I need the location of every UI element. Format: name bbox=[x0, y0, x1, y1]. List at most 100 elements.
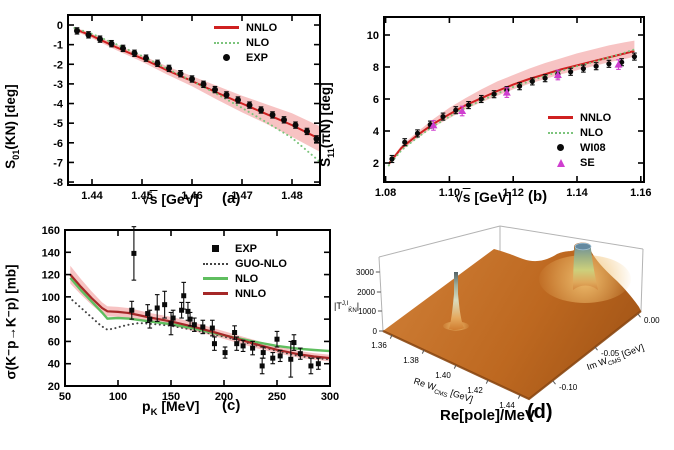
legend-label: EXP bbox=[235, 242, 258, 255]
panel-c-xlabel: pK [MeV] bbox=[142, 398, 200, 418]
legend-label: NNLO bbox=[246, 21, 278, 34]
svg-text:200: 200 bbox=[215, 391, 233, 403]
legend-label: NNLO bbox=[235, 287, 267, 300]
svg-text:2000: 2000 bbox=[357, 288, 375, 297]
panel-b-xlabel: √s [GeV] bbox=[455, 189, 512, 205]
svg-text:1.44: 1.44 bbox=[499, 401, 515, 410]
svg-text:1.10: 1.10 bbox=[439, 187, 460, 199]
legend-circle-swatch bbox=[547, 144, 574, 151]
panel-d-letter: (d) bbox=[527, 401, 553, 423]
legend-item-nnlo: NNLO bbox=[547, 110, 611, 125]
legend-item-exp: EXP bbox=[213, 50, 277, 65]
panel-b-plot: 1.08 1.10 1.12 1.14 1.16 2 4 6 8 10 bbox=[367, 16, 652, 199]
svg-text:1.40: 1.40 bbox=[435, 371, 451, 380]
svg-text:40: 40 bbox=[48, 359, 60, 371]
panel-c-legend: EXP GUO-NLO NLO NNLO bbox=[202, 241, 287, 301]
svg-text:-2: -2 bbox=[53, 59, 63, 71]
svg-text:80: 80 bbox=[48, 314, 60, 326]
svg-text:-3: -3 bbox=[53, 79, 63, 91]
svg-text:1.44: 1.44 bbox=[81, 190, 103, 202]
svg-text:8: 8 bbox=[373, 62, 379, 74]
legend-label: NLO bbox=[235, 272, 259, 285]
svg-text:1.38: 1.38 bbox=[403, 356, 419, 365]
legend-label: NNLO bbox=[580, 111, 612, 124]
svg-text:0.00: 0.00 bbox=[644, 316, 660, 325]
svg-text:-5: -5 bbox=[53, 118, 63, 130]
svg-text:4: 4 bbox=[373, 126, 380, 138]
legend-item-exp: EXP bbox=[202, 241, 287, 256]
legend-label: WI08 bbox=[580, 141, 606, 154]
legend-label: SE bbox=[580, 156, 595, 169]
svg-text:1.08: 1.08 bbox=[375, 187, 396, 199]
svg-text:-8: -8 bbox=[53, 177, 63, 189]
svg-text:-0.10: -0.10 bbox=[559, 383, 578, 392]
legend-item-nlo: NLO bbox=[213, 35, 277, 50]
legend-line-swatch bbox=[202, 292, 229, 295]
legend-item-wi08: WI08 bbox=[547, 140, 611, 155]
svg-text:300: 300 bbox=[321, 391, 339, 403]
legend-item-nnlo: NNLO bbox=[213, 20, 277, 35]
svg-text:120: 120 bbox=[42, 270, 60, 282]
panel-a-ylabel: S01(KN) [deg] bbox=[3, 84, 21, 169]
legend-item-nnlo: NNLO bbox=[202, 286, 287, 301]
panel-b-letter: (b) bbox=[528, 188, 548, 205]
svg-text:1.14: 1.14 bbox=[566, 187, 588, 199]
legend-square-swatch bbox=[202, 245, 229, 252]
panel-c-letter: (c) bbox=[222, 397, 241, 414]
svg-text:160: 160 bbox=[42, 225, 60, 237]
svg-text:140: 140 bbox=[42, 247, 60, 259]
panel-d-zlabel: |TJ,IK̄N| bbox=[334, 300, 360, 314]
legend-item-guo-nlo: GUO-NLO bbox=[202, 256, 287, 271]
panel-c-ylabel: σ(K⁻p→K⁻p) [mb] bbox=[3, 264, 19, 380]
svg-text:1.45: 1.45 bbox=[131, 190, 152, 202]
panel-a-letter: (a) bbox=[222, 190, 241, 207]
panel-d-plot: 0 1000 2000 3000 1.36 1.38 1.40 1.42 1.44 0.00 -0.… bbox=[356, 225, 660, 410]
svg-text:1000: 1000 bbox=[358, 307, 376, 316]
svg-text:100: 100 bbox=[109, 391, 127, 403]
svg-text:2: 2 bbox=[373, 158, 379, 170]
panel-d-bottom-label: Re[pole]/MeV bbox=[440, 407, 536, 424]
legend-item-nlo: NLO bbox=[547, 125, 611, 140]
legend-line-swatch bbox=[547, 116, 574, 119]
svg-text:0: 0 bbox=[373, 327, 378, 336]
svg-text:1.16: 1.16 bbox=[630, 187, 651, 199]
legend-label: GUO-NLO bbox=[235, 257, 287, 270]
svg-text:-1: -1 bbox=[53, 40, 63, 52]
svg-text:100: 100 bbox=[42, 292, 60, 304]
legend-circle-swatch bbox=[213, 54, 240, 61]
svg-text:250: 250 bbox=[268, 391, 286, 403]
svg-text:1.47: 1.47 bbox=[231, 190, 252, 202]
svg-text:-0.05: -0.05 bbox=[601, 349, 620, 358]
svg-text:-6: -6 bbox=[53, 138, 63, 150]
panel-c-plot: 50 100 150 200 250 300 20 40 60 80 100 120 140 160 bbox=[42, 225, 340, 403]
svg-text:-7: -7 bbox=[53, 157, 63, 169]
svg-text:-4: -4 bbox=[53, 99, 64, 111]
svg-text:3000: 3000 bbox=[356, 268, 374, 277]
svg-text:1.12: 1.12 bbox=[502, 187, 523, 199]
svg-text:1.42: 1.42 bbox=[467, 386, 483, 395]
legend-line-swatch bbox=[202, 277, 229, 280]
legend-line-swatch bbox=[213, 26, 240, 29]
panel-b-legend: NNLO NLO WI08 SE bbox=[547, 110, 611, 170]
svg-text:20: 20 bbox=[48, 381, 60, 393]
panel-b-ylabel: S11(πN) [deg] bbox=[318, 82, 336, 167]
panel-a-xlabel: √s [GeV] bbox=[142, 191, 199, 207]
svg-text:60: 60 bbox=[48, 336, 60, 348]
svg-text:10: 10 bbox=[367, 30, 379, 42]
svg-text:6: 6 bbox=[373, 94, 379, 106]
svg-text:1.46: 1.46 bbox=[181, 190, 202, 202]
legend-label: NLO bbox=[580, 126, 604, 139]
legend-item-nlo: NLO bbox=[202, 271, 287, 286]
legend-dots-swatch bbox=[213, 41, 240, 44]
legend-item-se: SE bbox=[547, 155, 611, 170]
svg-text:150: 150 bbox=[162, 391, 180, 403]
svg-text:0: 0 bbox=[57, 20, 63, 32]
panel-a-plot: 1.44 1.45 1.46 1.47 1.48 0 -1 -2 -3 -4 -5 -6 -7 -8 bbox=[53, 14, 321, 202]
panel-a-legend: NNLO NLO EXP bbox=[213, 20, 277, 65]
legend-label: NLO bbox=[246, 36, 270, 49]
svg-text:50: 50 bbox=[59, 391, 71, 403]
svg-text:1.36: 1.36 bbox=[371, 341, 387, 350]
legend-label: EXP bbox=[246, 51, 269, 64]
